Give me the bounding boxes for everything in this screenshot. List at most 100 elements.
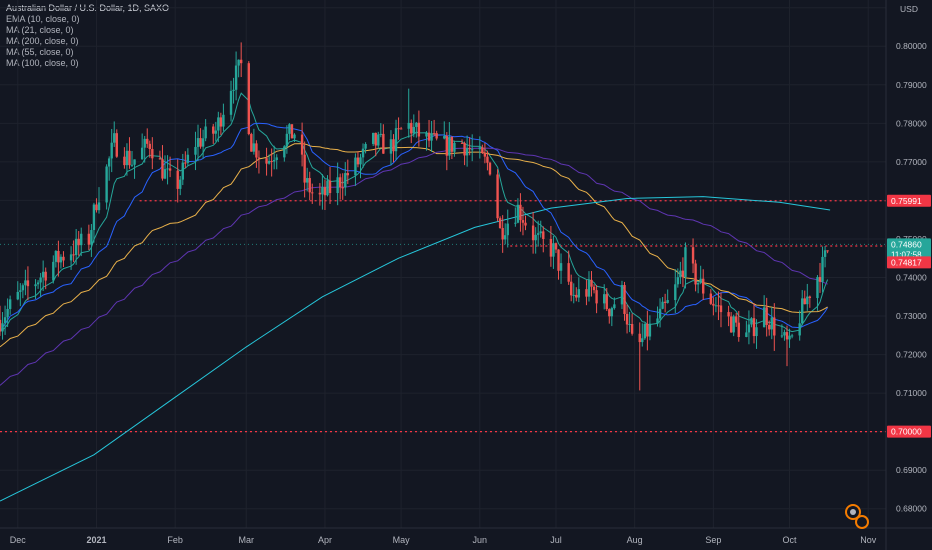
x-tick-label: Jul — [550, 535, 562, 545]
candle-body — [39, 277, 42, 283]
candle-body — [702, 278, 705, 294]
candle-body — [394, 128, 398, 152]
candle-body — [382, 133, 385, 154]
candle-body — [445, 136, 449, 156]
candle-body — [336, 177, 339, 194]
candle-body — [552, 243, 555, 257]
candle-body — [204, 126, 207, 139]
y-tick-label: 0.68000 — [896, 504, 927, 514]
indicator-ma200[interactable]: MA (200, close, 0) — [6, 36, 79, 46]
candle-body — [826, 250, 829, 252]
candle-body — [250, 134, 253, 152]
candle-body — [572, 294, 575, 296]
candle-body — [765, 307, 768, 325]
candle-body — [696, 282, 700, 285]
candle-body — [709, 293, 713, 304]
indicator-ma21[interactable]: MA (21, close, 0) — [6, 25, 74, 35]
price-tag — [887, 425, 931, 438]
candle-body — [590, 279, 593, 287]
candle-body — [542, 231, 545, 239]
candle-body — [603, 294, 606, 304]
candle-body — [19, 290, 22, 292]
candle-body — [275, 157, 278, 160]
candle-body — [465, 147, 469, 156]
candle-body — [798, 323, 801, 336]
indicator-ema10[interactable]: EMA (10, close, 0) — [6, 14, 80, 24]
candle-body — [305, 178, 309, 183]
candle-body — [34, 284, 37, 287]
candle-body — [341, 187, 344, 189]
candle-body — [54, 250, 58, 262]
price-tag-countdown: 11:07:58 — [891, 250, 922, 259]
candle-body — [26, 280, 30, 287]
candle-body — [311, 192, 314, 194]
candle-body — [483, 152, 487, 157]
candle-body — [818, 277, 822, 282]
candle-body — [470, 149, 474, 151]
candle-body — [97, 202, 101, 211]
candle-body — [486, 156, 489, 163]
candle-body — [496, 174, 499, 219]
candle-body — [166, 168, 169, 170]
candle-body — [443, 136, 446, 139]
candle-body — [641, 338, 644, 343]
candle-body — [288, 124, 291, 134]
candle-body — [364, 143, 367, 149]
candle-body — [62, 256, 65, 261]
candle-body — [658, 308, 662, 319]
indicator-ma100[interactable]: MA (100, close, 0) — [6, 58, 79, 68]
candle-body — [41, 271, 45, 278]
x-tick-label: Aug — [627, 535, 643, 545]
candle-body — [87, 233, 91, 245]
candle-body — [201, 138, 205, 147]
candle-body — [36, 282, 40, 285]
candle-body — [656, 318, 659, 324]
candle-body — [303, 154, 306, 183]
candle-body — [521, 220, 525, 223]
candle-body — [821, 256, 824, 282]
candle-body — [3, 317, 7, 324]
ma-line-200 — [0, 196, 831, 502]
candle-body — [620, 285, 624, 305]
candle-body — [712, 303, 715, 306]
candle-body — [783, 332, 786, 336]
x-tick-label: Sep — [705, 535, 721, 545]
candle-body — [318, 192, 322, 195]
candle-body — [785, 332, 789, 340]
ma-line-21 — [0, 122, 829, 332]
candle-body — [463, 143, 466, 156]
y-tick-label: 0.74000 — [896, 272, 927, 282]
candle-body — [691, 247, 695, 264]
candle-body — [80, 233, 83, 246]
candle-body — [450, 136, 454, 152]
candle-body — [625, 313, 629, 325]
candle-body — [732, 316, 735, 333]
candle-body — [270, 160, 273, 162]
candle-body — [265, 158, 268, 164]
candle-body — [747, 324, 751, 333]
candles — [0, 42, 829, 391]
logo-circle — [855, 515, 869, 529]
candle-body — [359, 157, 362, 165]
candle-body — [232, 89, 235, 91]
candle-body — [780, 335, 784, 337]
candle-body — [638, 333, 641, 343]
candle-body — [432, 133, 436, 135]
candle-body — [1, 323, 4, 332]
y-tick-label: 0.78000 — [896, 118, 927, 128]
candle-body — [293, 134, 296, 139]
candle-body — [194, 146, 197, 155]
candle-body — [69, 254, 73, 261]
candle-body — [74, 238, 78, 256]
candle-body — [148, 143, 151, 150]
x-tick-label: Feb — [167, 535, 183, 545]
indicator-ma55[interactable]: MA (55, close, 0) — [6, 47, 74, 57]
candle-body — [628, 324, 631, 326]
candle-body — [163, 169, 167, 179]
candle-body — [503, 235, 507, 240]
candle-body — [146, 138, 149, 144]
candle-body — [59, 256, 63, 263]
candle-body — [679, 270, 682, 278]
candle-body — [184, 162, 187, 164]
